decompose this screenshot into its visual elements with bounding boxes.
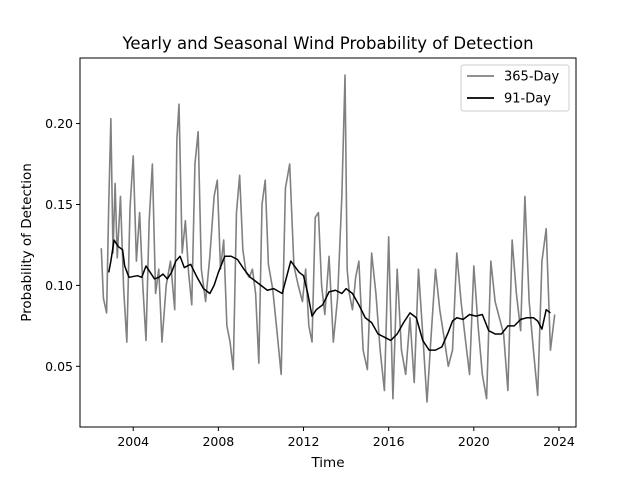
x-tick-label: 2012 [288, 434, 320, 449]
legend-label: 365-Day [504, 70, 559, 85]
x-axis-label: Time [310, 455, 344, 471]
plot-frame [79, 57, 577, 428]
series-line-91-day [108, 239, 551, 351]
x-tick-label: 2024 [543, 434, 575, 449]
chart-title: Yearly and Seasonal Wind Probability of … [121, 34, 533, 53]
x-tick-label: 2004 [117, 434, 149, 449]
legend-label: 91-Day [504, 92, 551, 107]
x-tick-label: 2016 [373, 434, 405, 449]
x-tick-label: 2020 [458, 434, 490, 449]
x-tick-label: 2008 [202, 434, 234, 449]
y-tick-label: 0.15 [45, 197, 73, 212]
x-axis: 2004 2008 2012 2016 2020 2024 [117, 427, 575, 449]
y-tick-label: 0.20 [45, 116, 73, 131]
y-tick-label: 0.10 [45, 278, 73, 293]
legend: 365-Day 91-Day [460, 64, 570, 112]
plot-lines [100, 74, 556, 403]
y-axis: 0.05 0.10 0.15 0.20 [45, 116, 80, 374]
y-tick-label: 0.05 [45, 359, 73, 374]
y-axis-label: Probability of Detection [19, 163, 35, 322]
series-line-365-day [100, 74, 556, 403]
